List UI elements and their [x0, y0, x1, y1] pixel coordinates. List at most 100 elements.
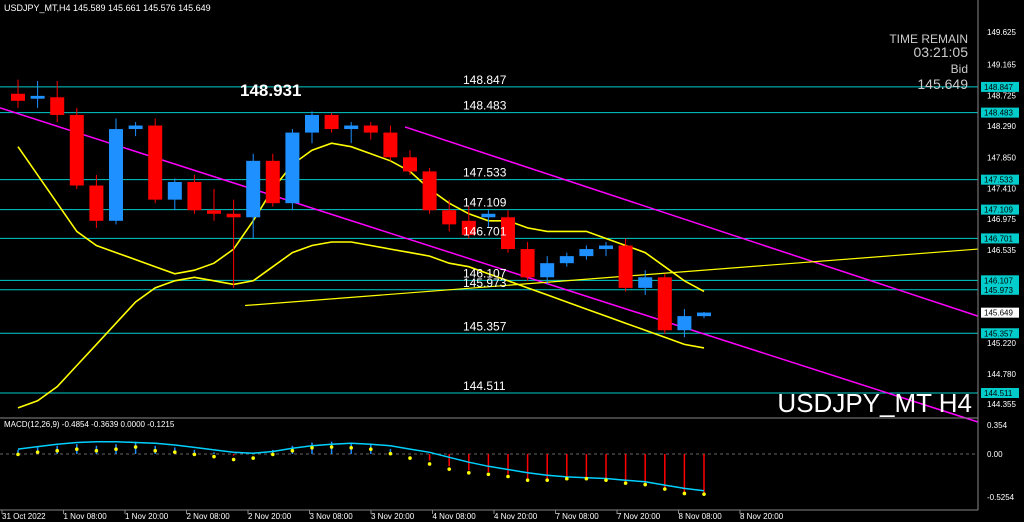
candle — [559, 252, 574, 267]
time-tick: 3 Nov 20:00 — [371, 512, 415, 521]
price-flag — [981, 328, 1019, 339]
macd-dot — [271, 452, 275, 457]
time-tick: 2 Nov 08:00 — [187, 512, 231, 521]
macd-signal-line — [17, 440, 705, 492]
band-lines — [17, 142, 705, 409]
candle — [442, 199, 457, 232]
candle-body — [128, 125, 143, 130]
level-label: 144.511 — [463, 379, 506, 393]
symbol-watermark: USDJPY_MT H4 — [777, 388, 972, 418]
candle — [265, 153, 280, 207]
macd-dot — [192, 452, 197, 457]
candle-body — [305, 114, 319, 133]
level-label: 147.109 — [463, 196, 507, 210]
macd-dot — [565, 476, 569, 481]
candle-body — [383, 132, 398, 158]
macd-dot — [114, 447, 118, 452]
candle — [677, 309, 692, 338]
candle-body — [226, 213, 241, 218]
price-flag-label: 145.357 — [984, 329, 1013, 338]
time-tick: 1 Nov 08:00 — [64, 512, 108, 521]
price-tick: 148.725 — [987, 92, 1016, 101]
price-tick: 149.625 — [987, 28, 1016, 37]
price-flag — [981, 387, 1019, 398]
level-label: 146.701 — [463, 224, 507, 238]
candle — [89, 174, 104, 228]
candle — [363, 122, 378, 140]
price-flag — [981, 81, 1019, 92]
level-label: 145.973 — [463, 276, 507, 290]
candle-body — [422, 171, 437, 211]
candle-body — [461, 220, 476, 235]
time-tick: 4 Nov 08:00 — [433, 512, 477, 521]
macd-dot — [94, 448, 99, 453]
macd-dot — [173, 450, 177, 454]
candle-body — [30, 95, 45, 99]
macd-dot — [467, 471, 471, 475]
candle — [246, 153, 261, 239]
price-flag-label: 148.847 — [984, 83, 1013, 92]
price-flag-label: 146.701 — [984, 234, 1013, 243]
macd-dot — [584, 476, 589, 481]
time-tick: 7 Nov 20:00 — [617, 512, 661, 521]
candle-body — [109, 129, 123, 221]
candle-body — [403, 157, 417, 172]
upper-band-line — [17, 142, 705, 293]
candle-body — [69, 114, 84, 186]
level-lines — [0, 86, 978, 394]
bid-flag-label: 145.649 — [984, 309, 1013, 318]
price-flag — [981, 174, 1019, 185]
price-tick: 147.410 — [987, 184, 1016, 193]
candle-body — [501, 217, 515, 250]
candle — [324, 112, 339, 133]
level-label: 148.847 — [463, 73, 507, 87]
candle-body — [559, 256, 574, 264]
price-tick: 149.165 — [987, 60, 1016, 69]
macd-tick: 0.00 — [987, 450, 1003, 459]
candle — [579, 245, 594, 260]
macd-dot — [643, 482, 647, 487]
macd-dot — [388, 451, 393, 456]
candle — [305, 111, 319, 144]
macd-dot — [408, 456, 412, 460]
price-flag — [981, 204, 1019, 215]
candle-body — [89, 185, 104, 221]
macd-dot — [427, 462, 432, 466]
level-label: 146.107 — [463, 266, 507, 280]
price-tick: 145.220 — [987, 339, 1016, 348]
candle-body — [344, 125, 359, 130]
candle — [226, 199, 241, 288]
candle — [657, 273, 672, 334]
price-axis: 149.625 149.165 148.725 148.290 147.850 147.4… — [981, 28, 1019, 502]
candle-body — [599, 245, 613, 250]
price-tick: 147.850 — [987, 153, 1016, 162]
macd-dot — [623, 481, 628, 485]
candle-body — [442, 210, 457, 225]
macd-dot — [55, 448, 59, 453]
candle-body — [520, 249, 535, 278]
candle-body — [481, 213, 496, 218]
time-remain-label: TIME REMAIN — [889, 32, 968, 46]
time-axis: 31 Oct 2022 1 Nov 08:00 1 Nov 20:00 2 Nov 0… — [1, 510, 784, 521]
candle — [69, 107, 84, 190]
candle — [638, 270, 653, 295]
macd-dot — [369, 447, 373, 452]
price-flag-label: 144.511 — [984, 389, 1013, 398]
candle — [128, 122, 143, 137]
candle-body — [207, 210, 221, 214]
macd-dot — [447, 467, 452, 471]
candle — [50, 81, 65, 122]
price-tick: 144.355 — [987, 400, 1016, 409]
lower-band-line — [17, 241, 705, 409]
macd-dot — [545, 478, 549, 482]
level-label: 145.357 — [463, 319, 507, 333]
time-remain-value: 03:21:05 — [914, 44, 969, 60]
candle-body — [579, 249, 594, 257]
time-tick: 4 Nov 20:00 — [494, 512, 538, 521]
macd-panel — [0, 440, 978, 496]
channel-upper-line — [404, 126, 979, 317]
candle-body — [265, 160, 280, 204]
candle-body — [246, 160, 261, 218]
level-label: 147.533 — [463, 166, 507, 180]
